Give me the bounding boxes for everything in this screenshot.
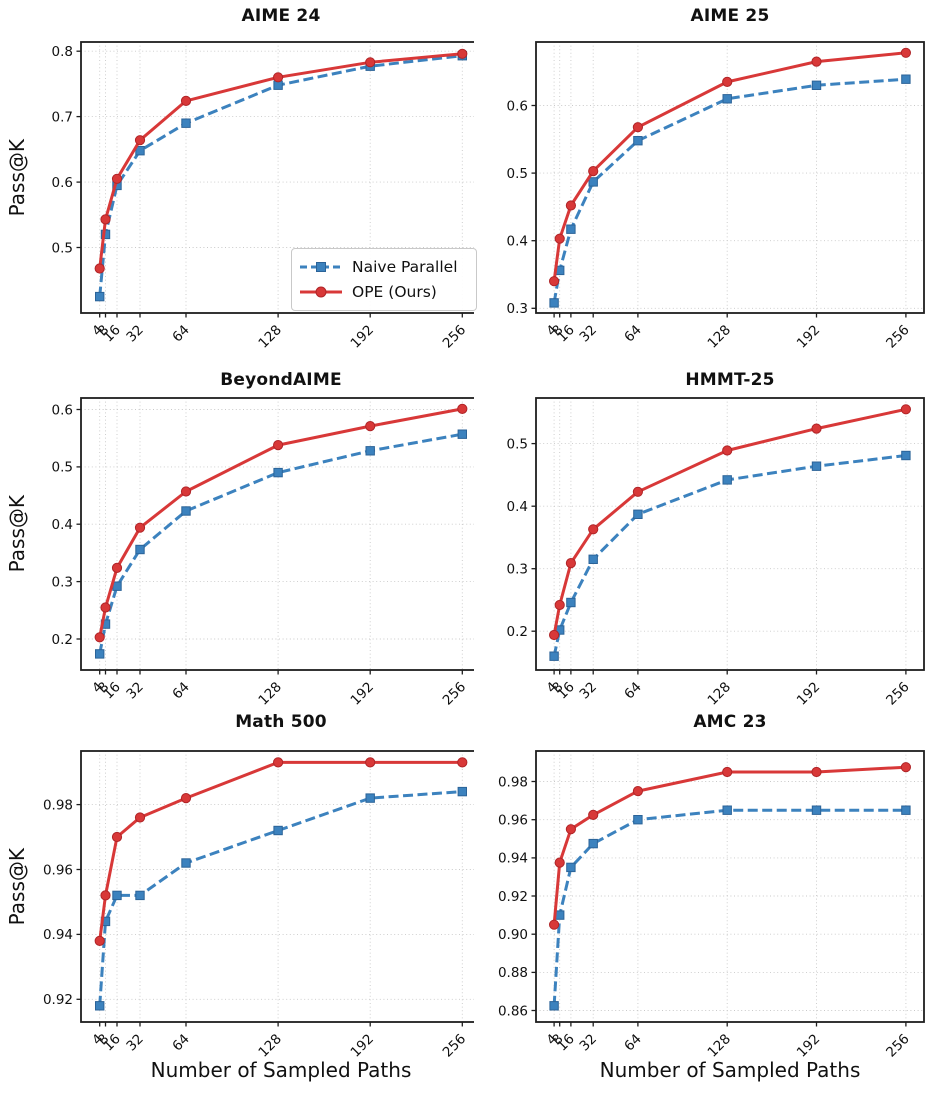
solid-line-sample: [300, 286, 342, 297]
svg-text:0.2: 0.2: [507, 624, 528, 640]
svg-text:64: 64: [169, 679, 192, 702]
subplot-title-aime-24: AIME 24: [241, 6, 321, 26]
svg-text:192: 192: [794, 1031, 824, 1061]
svg-text:32: 32: [577, 1031, 600, 1054]
y-axis-label: Pass@K: [5, 847, 29, 926]
svg-text:0.5: 0.5: [52, 240, 73, 256]
svg-text:256: 256: [883, 1031, 913, 1061]
svg-text:0.6: 0.6: [507, 98, 528, 114]
svg-text:32: 32: [123, 1031, 146, 1054]
x-axis-label: Number of Sampled Paths: [150, 1058, 412, 1082]
svg-text:0.4: 0.4: [507, 499, 528, 515]
svg-text:0.7: 0.7: [52, 109, 73, 125]
svg-text:0.2: 0.2: [52, 632, 73, 648]
svg-text:128: 128: [704, 679, 734, 709]
subplot-title-amc-23: AMC 23: [693, 712, 767, 732]
svg-text:256: 256: [440, 1031, 470, 1061]
svg-text:0.90: 0.90: [498, 927, 528, 943]
svg-text:0.3: 0.3: [507, 562, 528, 578]
svg-text:0.4: 0.4: [52, 517, 73, 533]
svg-text:192: 192: [794, 322, 824, 352]
y-axis-label: Pass@K: [5, 495, 29, 573]
svg-text:0.8: 0.8: [52, 44, 73, 60]
legend-entry-ope: OPE (Ours): [298, 279, 468, 304]
svg-text:256: 256: [883, 679, 913, 709]
subplot-title-hmmt-25: HMMT-25: [685, 370, 775, 390]
svg-text:256: 256: [440, 322, 470, 352]
y-axis-label: Pass@K: [5, 138, 29, 217]
svg-text:0.5: 0.5: [507, 436, 528, 452]
svg-text:128: 128: [255, 679, 285, 709]
legend-label: Naive Parallel: [352, 257, 458, 276]
svg-text:0.98: 0.98: [43, 797, 73, 813]
dashed-line-sample: [300, 261, 342, 272]
svg-text:0.92: 0.92: [498, 889, 528, 905]
legend: Naive Parallel OPE (Ours): [291, 248, 477, 311]
svg-text:192: 192: [347, 322, 377, 352]
svg-text:64: 64: [621, 679, 644, 702]
svg-text:128: 128: [255, 322, 285, 352]
svg-text:0.6: 0.6: [52, 402, 73, 418]
square-marker-icon: [316, 261, 326, 272]
circle-marker-icon: [315, 286, 327, 297]
subplot-title-beyondaime: BeyondAIME: [220, 370, 342, 390]
svg-text:0.3: 0.3: [507, 301, 528, 317]
legend-label: OPE (Ours): [352, 282, 437, 301]
svg-text:192: 192: [347, 679, 377, 709]
svg-text:0.94: 0.94: [43, 927, 73, 943]
svg-text:0.6: 0.6: [52, 175, 73, 191]
svg-text:0.92: 0.92: [43, 992, 73, 1008]
svg-text:64: 64: [169, 1031, 192, 1054]
subplot-title-math-500: Math 500: [235, 712, 327, 732]
svg-text:192: 192: [794, 679, 824, 709]
svg-text:64: 64: [621, 1031, 644, 1054]
svg-text:32: 32: [123, 679, 146, 702]
svg-text:32: 32: [123, 322, 146, 345]
svg-text:0.4: 0.4: [507, 234, 528, 250]
svg-text:0.5: 0.5: [52, 460, 73, 476]
subplot-title-aime-25: AIME 25: [690, 6, 770, 26]
svg-text:192: 192: [347, 1031, 377, 1061]
svg-text:32: 32: [577, 679, 600, 702]
svg-text:0.3: 0.3: [52, 574, 73, 590]
svg-text:128: 128: [255, 1031, 285, 1061]
svg-text:32: 32: [577, 322, 600, 345]
svg-text:0.86: 0.86: [498, 1003, 528, 1019]
x-axis-label: Number of Sampled Paths: [599, 1058, 861, 1082]
svg-text:256: 256: [883, 322, 913, 352]
svg-text:0.94: 0.94: [498, 851, 528, 867]
svg-text:0.96: 0.96: [43, 862, 73, 878]
svg-text:0.96: 0.96: [498, 813, 528, 829]
svg-text:128: 128: [704, 1031, 734, 1061]
svg-text:64: 64: [169, 322, 192, 345]
svg-text:0.88: 0.88: [498, 965, 528, 981]
svg-text:128: 128: [704, 322, 734, 352]
svg-text:0.5: 0.5: [507, 166, 528, 182]
svg-text:0.98: 0.98: [498, 774, 528, 790]
svg-text:256: 256: [440, 679, 470, 709]
svg-text:64: 64: [621, 322, 644, 345]
legend-entry-naive-parallel: Naive Parallel: [298, 254, 468, 279]
